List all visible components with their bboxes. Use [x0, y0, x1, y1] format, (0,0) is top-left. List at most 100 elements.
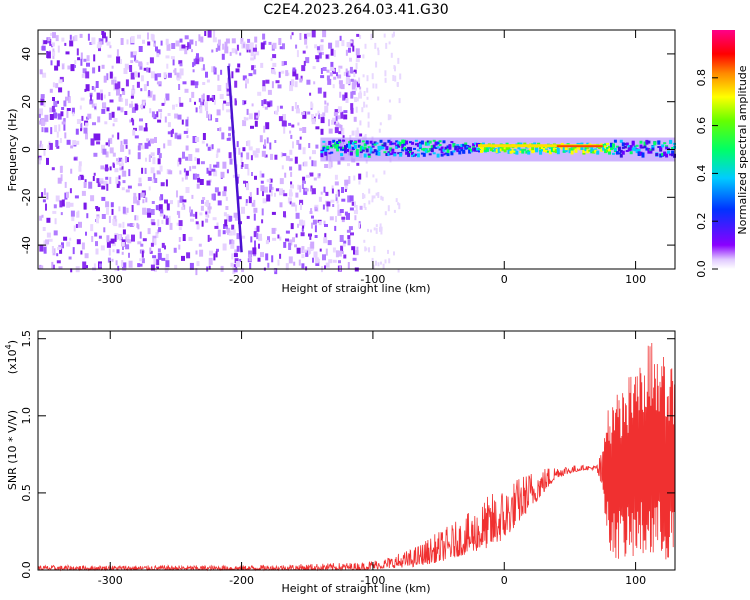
- spectrogram-cell: [267, 236, 270, 243]
- signal-cell: [397, 143, 401, 148]
- spectrogram-cell: [337, 209, 342, 216]
- spectrogram-cell: [248, 250, 253, 258]
- spectrogram-cell: [175, 40, 180, 47]
- signal-cell: [324, 148, 328, 153]
- signal-cell: [460, 147, 464, 152]
- signal-cell: [615, 145, 619, 148]
- spectrogram-cell: [271, 255, 274, 263]
- spectrogram-cell: [103, 102, 106, 107]
- spectrogram-cell: [43, 101, 46, 107]
- chart-title: C2E4.2023.264.03.41.G30: [263, 2, 448, 18]
- spectrogram-cell: [244, 164, 249, 169]
- spectrogram-cell: [157, 252, 162, 260]
- spectrogram-cell: [156, 111, 159, 118]
- spectrogram-cell: [204, 101, 208, 107]
- spectrogram-cell: [182, 151, 185, 159]
- spectrogram-cell: [84, 88, 87, 92]
- spectrogram-cell: [219, 94, 224, 99]
- spectrogram-cell: [163, 72, 167, 79]
- spectrogram-cell: [207, 30, 212, 38]
- spectrogram-cell: [325, 248, 328, 256]
- spectrogram-cell: [178, 84, 181, 90]
- spectrogram-cell: [344, 92, 348, 100]
- signal-cell: [399, 152, 403, 157]
- spectrogram-cell: [353, 248, 355, 255]
- spectrogram-cell: [51, 42, 55, 47]
- spectrogram-cell: [163, 214, 166, 219]
- snr-y-tick-label: 1.5: [20, 330, 33, 348]
- spectrogram-cell: [116, 180, 120, 188]
- spectrogram-cell: [142, 238, 147, 242]
- spectrogram-cell: [118, 175, 121, 180]
- spectrogram-cell: [353, 72, 356, 78]
- snr-frame: [37, 330, 676, 571]
- spectrogram-cell: [234, 249, 238, 254]
- spectrogram-cell: [216, 150, 219, 158]
- spectrogram-cell: [253, 213, 256, 221]
- spectrogram-cell: [225, 38, 230, 44]
- spectrogram-cell: [388, 258, 391, 264]
- signal-cell: [359, 148, 363, 152]
- spectrogram-cell: [302, 50, 306, 54]
- spectrogram-cell: [137, 263, 141, 268]
- spectrogram-cell: [146, 62, 149, 65]
- signal-cell: [436, 146, 440, 149]
- spectrogram-cell: [63, 123, 66, 131]
- spectrogram-cell: [313, 177, 317, 181]
- spectrogram-cell: [299, 78, 303, 83]
- spectrogram-cell: [339, 35, 342, 41]
- spectrogram-cell: [314, 44, 318, 49]
- signal-cell: [401, 148, 405, 152]
- spectrogram-cell: [349, 207, 354, 211]
- signal-cell: [574, 146, 578, 149]
- signal-cell: [381, 146, 385, 150]
- spectrogram-cell: [83, 58, 87, 62]
- signal-cell: [468, 145, 472, 148]
- snr-y-axis-label: SNR (10 * V/V): [6, 410, 19, 490]
- signal-cell: [671, 153, 675, 157]
- signal-cell: [663, 142, 667, 145]
- spectrogram-cell: [61, 242, 64, 249]
- spectrogram-cell: [76, 119, 81, 124]
- signal-cell: [669, 153, 673, 156]
- spectrogram-cell: [114, 83, 119, 90]
- spectrogram-cell: [298, 143, 302, 150]
- spectrogram-cell: [372, 264, 375, 270]
- spectrogram-cell: [185, 156, 189, 161]
- spectrogram-cell: [315, 113, 318, 117]
- spectrogram-cell: [271, 211, 276, 215]
- spectrogram-cell: [105, 142, 110, 146]
- signal-cell: [369, 150, 373, 154]
- snr-y-tick-label: 0.0: [20, 561, 33, 579]
- spectrogram-cell: [243, 43, 245, 48]
- spectrogram-cell: [285, 230, 290, 234]
- signal-cell: [541, 149, 544, 152]
- signal-cell: [511, 148, 515, 153]
- spectrogram-cell: [323, 237, 328, 244]
- spectrogram-cell: [397, 202, 400, 206]
- signal-cell: [428, 140, 432, 144]
- spectrogram-cell: [340, 124, 343, 131]
- spectrogram-cell: [319, 44, 324, 51]
- spectrogram-cell: [156, 229, 159, 234]
- spectrogram-cell: [105, 36, 108, 43]
- signal-cell: [403, 143, 407, 146]
- signal-cell: [426, 142, 430, 146]
- spectrogram-cell: [65, 96, 69, 101]
- signal-cell: [401, 144, 405, 148]
- spectrogram-cell: [261, 150, 266, 157]
- spectrogram-cell: [324, 164, 329, 168]
- spectrogram-cell: [98, 46, 101, 52]
- spectrogram-cell: [164, 215, 168, 219]
- signal-cell: [651, 148, 655, 151]
- spectrogram-cell: [245, 199, 248, 204]
- spectrogram-cell: [224, 46, 229, 54]
- spectrogram-cell: [49, 38, 52, 46]
- signal-cell: [621, 146, 625, 149]
- spectrogram-cell: [375, 224, 378, 228]
- spectrogram-cell: [328, 259, 333, 264]
- spectrogram-cell: [194, 81, 199, 86]
- spectrogram-cell: [179, 68, 184, 76]
- signal-cell: [367, 153, 371, 158]
